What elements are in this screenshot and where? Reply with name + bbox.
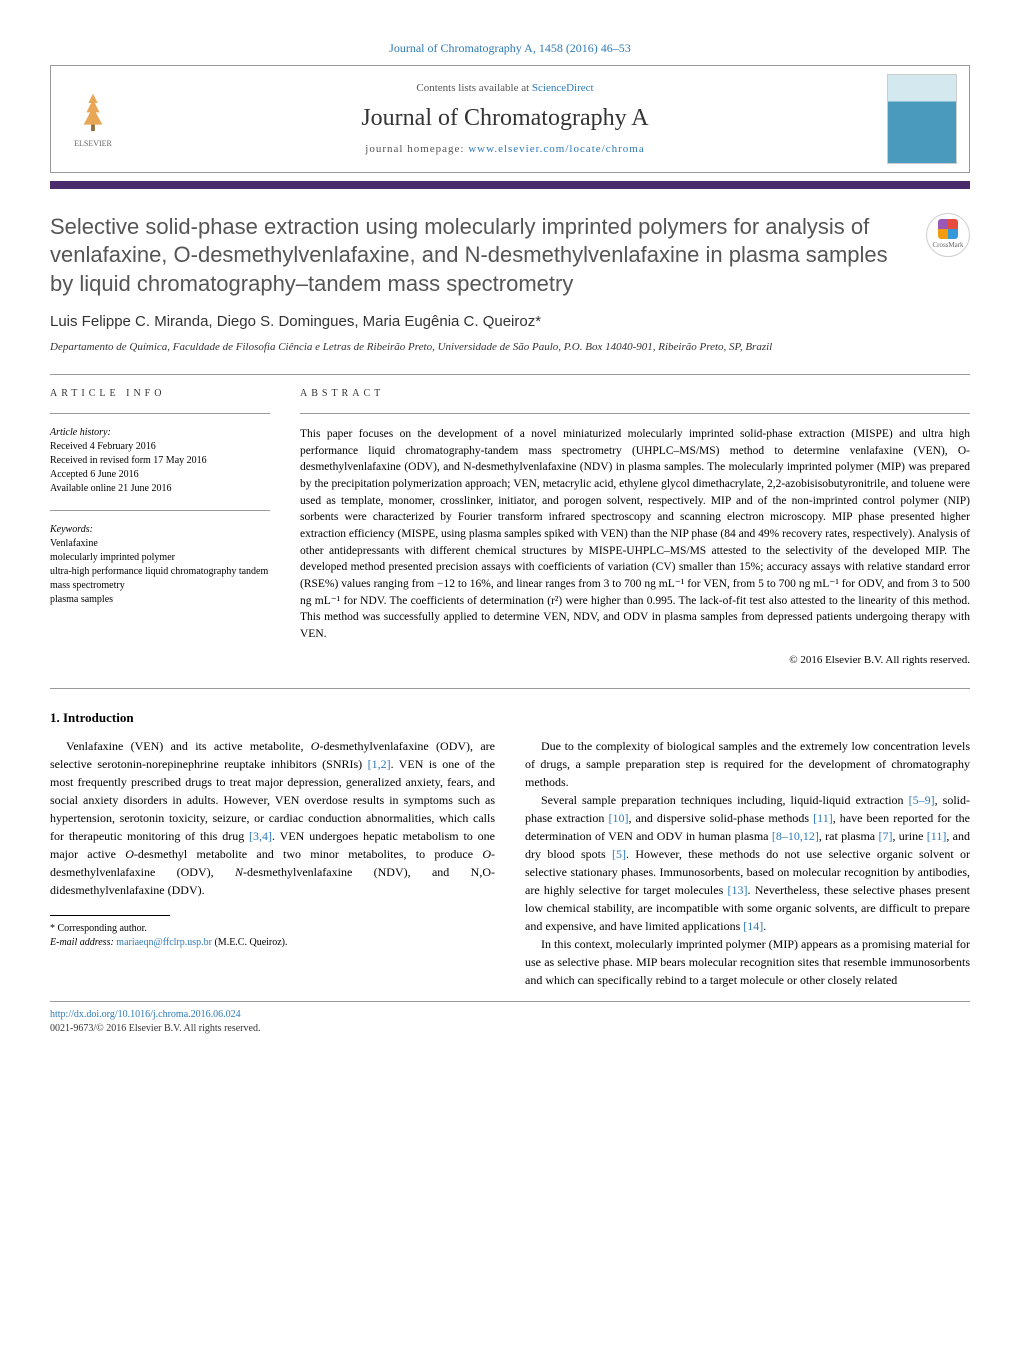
section-heading: 1. Introduction bbox=[50, 709, 970, 727]
citation-link[interactable]: [10] bbox=[608, 811, 628, 825]
citation-link[interactable]: [7] bbox=[878, 829, 892, 843]
journal-reference: Journal of Chromatography A, 1458 (2016)… bbox=[50, 40, 970, 57]
intro-paragraph-4: In this context, molecularly imprinted p… bbox=[525, 935, 970, 989]
abstract-heading: ABSTRACT bbox=[300, 387, 970, 401]
citation-link[interactable]: [11] bbox=[813, 811, 833, 825]
intro-paragraph-2: Due to the complexity of biological samp… bbox=[525, 737, 970, 791]
citation-link[interactable]: [8–10,12] bbox=[772, 829, 819, 843]
header-center: Contents lists available at ScienceDirec… bbox=[123, 81, 887, 157]
divider bbox=[50, 510, 270, 511]
journal-cover-thumbnail bbox=[887, 74, 957, 164]
homepage-url[interactable]: www.elsevier.com/locate/chroma bbox=[468, 143, 645, 155]
history-label: Article history: bbox=[50, 426, 270, 440]
contents-text: Contents lists available at bbox=[416, 82, 531, 94]
keyword: molecularly imprinted polymer bbox=[50, 551, 270, 565]
article-history-block: Article history: Received 4 February 201… bbox=[50, 426, 270, 496]
divider bbox=[50, 374, 970, 375]
crossmark-icon bbox=[938, 219, 958, 239]
article-info-column: ARTICLE INFO Article history: Received 4… bbox=[50, 387, 270, 668]
elsevier-logo: ELSEVIER bbox=[63, 89, 123, 149]
homepage-label: journal homepage: bbox=[365, 143, 468, 155]
article-info-heading: ARTICLE INFO bbox=[50, 387, 270, 401]
footnote-separator bbox=[50, 915, 170, 916]
abstract-text: This paper focuses on the development of… bbox=[300, 426, 970, 643]
intro-paragraph-3: Several sample preparation techniques in… bbox=[525, 791, 970, 935]
sciencedirect-link[interactable]: ScienceDirect bbox=[532, 82, 594, 94]
online-date: Available online 21 June 2016 bbox=[50, 482, 270, 496]
footnote-block: * Corresponding author. E-mail address: … bbox=[50, 922, 495, 950]
divider bbox=[50, 413, 270, 414]
keywords-block: Keywords: Venlafaxine molecularly imprin… bbox=[50, 523, 270, 607]
body-columns: Venlafaxine (VEN) and its active metabol… bbox=[50, 737, 970, 989]
email-line: E-mail address: mariaeqn@ffclrp.usp.br (… bbox=[50, 936, 495, 950]
article-title: Selective solid-phase extraction using m… bbox=[50, 213, 926, 299]
publisher-name: ELSEVIER bbox=[74, 138, 112, 149]
doi-link[interactable]: http://dx.doi.org/10.1016/j.chroma.2016.… bbox=[50, 1009, 241, 1020]
accepted-date: Accepted 6 June 2016 bbox=[50, 468, 270, 482]
corresponding-author: * Corresponding author. bbox=[50, 922, 495, 936]
divider bbox=[50, 688, 970, 689]
journal-header-box: ELSEVIER Contents lists available at Sci… bbox=[50, 65, 970, 173]
intro-paragraph-1: Venlafaxine (VEN) and its active metabol… bbox=[50, 737, 495, 899]
email-link[interactable]: mariaeqn@ffclrp.usp.br bbox=[116, 937, 212, 948]
authors-line: Luis Felippe C. Miranda, Diego S. Doming… bbox=[50, 311, 970, 332]
issn-line: 0021-9673/© 2016 Elsevier B.V. All right… bbox=[50, 1023, 260, 1034]
citation-link[interactable]: [11] bbox=[927, 829, 947, 843]
citation-link[interactable]: [5–9] bbox=[909, 793, 935, 807]
page-footer: http://dx.doi.org/10.1016/j.chroma.2016.… bbox=[50, 1008, 970, 1036]
contents-available-line: Contents lists available at ScienceDirec… bbox=[123, 81, 887, 96]
footer-separator bbox=[50, 1001, 970, 1002]
revised-date: Received in revised form 17 May 2016 bbox=[50, 454, 270, 468]
keyword: Venlafaxine bbox=[50, 537, 270, 551]
info-abstract-row: ARTICLE INFO Article history: Received 4… bbox=[50, 387, 970, 668]
email-label: E-mail address: bbox=[50, 937, 116, 948]
keywords-label: Keywords: bbox=[50, 523, 270, 537]
tree-icon bbox=[69, 89, 117, 136]
journal-title: Journal of Chromatography A bbox=[123, 102, 887, 136]
homepage-line: journal homepage: www.elsevier.com/locat… bbox=[123, 142, 887, 157]
email-attribution: (M.E.C. Queiroz). bbox=[212, 937, 288, 948]
divider bbox=[300, 413, 970, 414]
copyright-line: © 2016 Elsevier B.V. All rights reserved… bbox=[300, 653, 970, 668]
received-date: Received 4 February 2016 bbox=[50, 440, 270, 454]
keyword: ultra-high performance liquid chromatogr… bbox=[50, 565, 270, 593]
page-root: Journal of Chromatography A, 1458 (2016)… bbox=[0, 0, 1020, 1076]
citation-link[interactable]: [5] bbox=[612, 847, 626, 861]
crossmark-badge[interactable]: CrossMark bbox=[926, 213, 970, 257]
citation-link[interactable]: [1,2] bbox=[368, 757, 391, 771]
title-row: Selective solid-phase extraction using m… bbox=[50, 213, 970, 299]
keyword: plasma samples bbox=[50, 593, 270, 607]
left-column: Venlafaxine (VEN) and its active metabol… bbox=[50, 737, 495, 989]
color-bar bbox=[50, 181, 970, 189]
citation-link[interactable]: [13] bbox=[728, 883, 748, 897]
affiliation: Departamento de Química, Faculdade de Fi… bbox=[50, 340, 970, 354]
citation-link[interactable]: [14] bbox=[743, 919, 763, 933]
right-column: Due to the complexity of biological samp… bbox=[525, 737, 970, 989]
abstract-column: ABSTRACT This paper focuses on the devel… bbox=[300, 387, 970, 668]
citation-link[interactable]: [3,4] bbox=[249, 829, 272, 843]
crossmark-label: CrossMark bbox=[932, 241, 963, 251]
